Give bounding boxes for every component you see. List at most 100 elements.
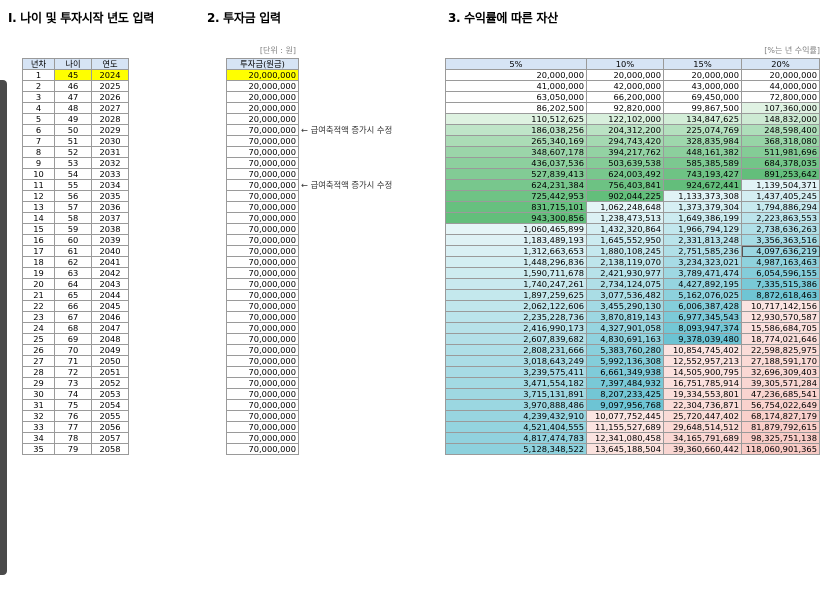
principal-cell[interactable]: 70,000,000 <box>226 278 299 290</box>
rate-20-cell[interactable]: 98,325,751,138 <box>741 432 820 444</box>
rate-10-cell[interactable]: 5,992,136,308 <box>586 355 664 367</box>
rate-15-cell[interactable]: 585,385,589 <box>663 157 742 169</box>
rate-10-cell[interactable]: 3,870,819,143 <box>586 311 664 323</box>
calendar-year-cell[interactable]: 2052 <box>91 377 129 389</box>
age-cell[interactable]: 51 <box>54 135 92 147</box>
principal-cell[interactable]: 70,000,000 <box>226 377 299 389</box>
rate-20-cell[interactable]: 107,360,000 <box>741 102 820 114</box>
rate-5-cell[interactable]: 3,018,643,249 <box>445 355 587 367</box>
rate-20-cell[interactable]: 68,174,827,179 <box>741 410 820 422</box>
principal-cell[interactable]: 70,000,000 <box>226 223 299 235</box>
rate-15-cell[interactable]: 10,854,745,402 <box>663 344 742 356</box>
calendar-year-cell[interactable]: 2030 <box>91 135 129 147</box>
rate-10-cell[interactable]: 4,327,901,058 <box>586 322 664 334</box>
age-cell[interactable]: 77 <box>54 421 92 433</box>
rate-15-cell[interactable]: 9,378,039,480 <box>663 333 742 345</box>
principal-cell[interactable]: 20,000,000 <box>226 80 299 92</box>
calendar-year-cell[interactable]: 2051 <box>91 366 129 378</box>
calendar-year-cell[interactable]: 2034 <box>91 179 129 191</box>
rate-5-cell[interactable]: 265,340,169 <box>445 135 587 147</box>
calendar-year-cell[interactable]: 2039 <box>91 234 129 246</box>
rate-20-cell[interactable]: 118,060,901,365 <box>741 443 820 455</box>
calendar-year-cell[interactable]: 2040 <box>91 245 129 257</box>
rate-5-cell[interactable]: 63,050,000 <box>445 91 587 103</box>
principal-cell[interactable]: 70,000,000 <box>226 168 299 180</box>
rate-15-cell[interactable]: 12,552,957,213 <box>663 355 742 367</box>
calendar-year-cell[interactable]: 2055 <box>91 410 129 422</box>
year-index-cell[interactable]: 6 <box>22 124 55 136</box>
calendar-year-cell[interactable]: 2057 <box>91 432 129 444</box>
age-cell[interactable]: 62 <box>54 256 92 268</box>
rate-20-cell[interactable]: 891,253,642 <box>741 168 820 180</box>
year-index-cell[interactable]: 29 <box>22 377 55 389</box>
rate-15-cell[interactable]: 6,006,387,428 <box>663 300 742 312</box>
rate-5-cell[interactable]: 1,060,465,899 <box>445 223 587 235</box>
age-cell[interactable]: 78 <box>54 432 92 444</box>
rate-5-cell[interactable]: 2,416,990,173 <box>445 322 587 334</box>
rate-5-cell[interactable]: 1,897,259,625 <box>445 289 587 301</box>
rate-15-cell[interactable]: 1,373,379,304 <box>663 201 742 213</box>
year-index-cell[interactable]: 19 <box>22 267 55 279</box>
age-cell[interactable]: 59 <box>54 223 92 235</box>
rate-10-cell[interactable]: 6,661,349,938 <box>586 366 664 378</box>
rate-15-cell[interactable]: 25,720,447,402 <box>663 410 742 422</box>
rate-15-cell[interactable]: 22,304,736,871 <box>663 399 742 411</box>
rate-10-cell[interactable]: 756,403,841 <box>586 179 664 191</box>
rate-20-cell[interactable]: 56,754,022,649 <box>741 399 820 411</box>
rate-20-cell[interactable]: 1,437,405,245 <box>741 190 820 202</box>
rate-10-cell[interactable]: 3,077,536,482 <box>586 289 664 301</box>
rate-20-cell[interactable]: 18,774,021,646 <box>741 333 820 345</box>
age-cell[interactable]: 72 <box>54 366 92 378</box>
rate-20-cell[interactable]: 684,378,035 <box>741 157 820 169</box>
rate-5-cell[interactable]: 5,128,348,522 <box>445 443 587 455</box>
year-index-cell[interactable]: 27 <box>22 355 55 367</box>
age-cell[interactable]: 48 <box>54 102 92 114</box>
year-index-cell[interactable]: 4 <box>22 102 55 114</box>
rate-15-cell[interactable]: 19,334,553,801 <box>663 388 742 400</box>
rate-15-cell[interactable]: 99,867,500 <box>663 102 742 114</box>
rate-15-cell[interactable]: 743,193,427 <box>663 168 742 180</box>
rate-10-cell[interactable]: 902,044,225 <box>586 190 664 202</box>
rate-15-cell[interactable]: 134,847,625 <box>663 113 742 125</box>
principal-cell[interactable]: 70,000,000 <box>226 344 299 356</box>
principal-cell[interactable]: 70,000,000 <box>226 311 299 323</box>
age-cell[interactable]: 49 <box>54 113 92 125</box>
year-index-cell[interactable]: 17 <box>22 245 55 257</box>
age-cell[interactable]: 76 <box>54 410 92 422</box>
principal-cell[interactable]: 20,000,000 <box>226 113 299 125</box>
calendar-year-cell[interactable]: 2054 <box>91 399 129 411</box>
rate-20-cell[interactable]: 368,318,080 <box>741 135 820 147</box>
year-index-cell[interactable]: 3 <box>22 91 55 103</box>
principal-cell[interactable]: 70,000,000 <box>226 267 299 279</box>
year-index-cell[interactable]: 28 <box>22 366 55 378</box>
rate-10-cell[interactable]: 8,207,233,425 <box>586 388 664 400</box>
rate-15-cell[interactable]: 924,672,441 <box>663 179 742 191</box>
age-cell[interactable]: 46 <box>54 80 92 92</box>
rate-10-cell[interactable]: 1,062,248,648 <box>586 201 664 213</box>
age-cell[interactable]: 63 <box>54 267 92 279</box>
rate-20-cell[interactable]: 148,832,000 <box>741 113 820 125</box>
year-index-cell[interactable]: 22 <box>22 300 55 312</box>
principal-cell[interactable]: 70,000,000 <box>226 124 299 136</box>
rate-20-cell[interactable]: 2,223,863,553 <box>741 212 820 224</box>
calendar-year-cell[interactable]: 2050 <box>91 355 129 367</box>
principal-cell[interactable]: 70,000,000 <box>226 135 299 147</box>
rate-15-cell[interactable]: 69,450,000 <box>663 91 742 103</box>
rate-20-cell[interactable]: 3,356,363,516 <box>741 234 820 246</box>
calendar-year-cell[interactable]: 2046 <box>91 311 129 323</box>
year-index-cell[interactable]: 8 <box>22 146 55 158</box>
rate-15-cell[interactable]: 20,000,000 <box>663 69 742 81</box>
rate-5-cell[interactable]: 1,740,247,261 <box>445 278 587 290</box>
rate-5-cell[interactable]: 4,817,474,783 <box>445 432 587 444</box>
rate-15-cell[interactable]: 1,649,386,199 <box>663 212 742 224</box>
age-cell[interactable]: 79 <box>54 443 92 455</box>
rate-5-cell[interactable]: 4,239,432,910 <box>445 410 587 422</box>
rate-10-cell[interactable]: 3,455,290,130 <box>586 300 664 312</box>
year-index-cell[interactable]: 15 <box>22 223 55 235</box>
principal-cell[interactable]: 70,000,000 <box>226 157 299 169</box>
calendar-year-cell[interactable]: 2045 <box>91 300 129 312</box>
rate-5-cell[interactable]: 527,839,413 <box>445 168 587 180</box>
age-cell[interactable]: 70 <box>54 344 92 356</box>
age-cell[interactable]: 53 <box>54 157 92 169</box>
year-index-cell[interactable]: 23 <box>22 311 55 323</box>
